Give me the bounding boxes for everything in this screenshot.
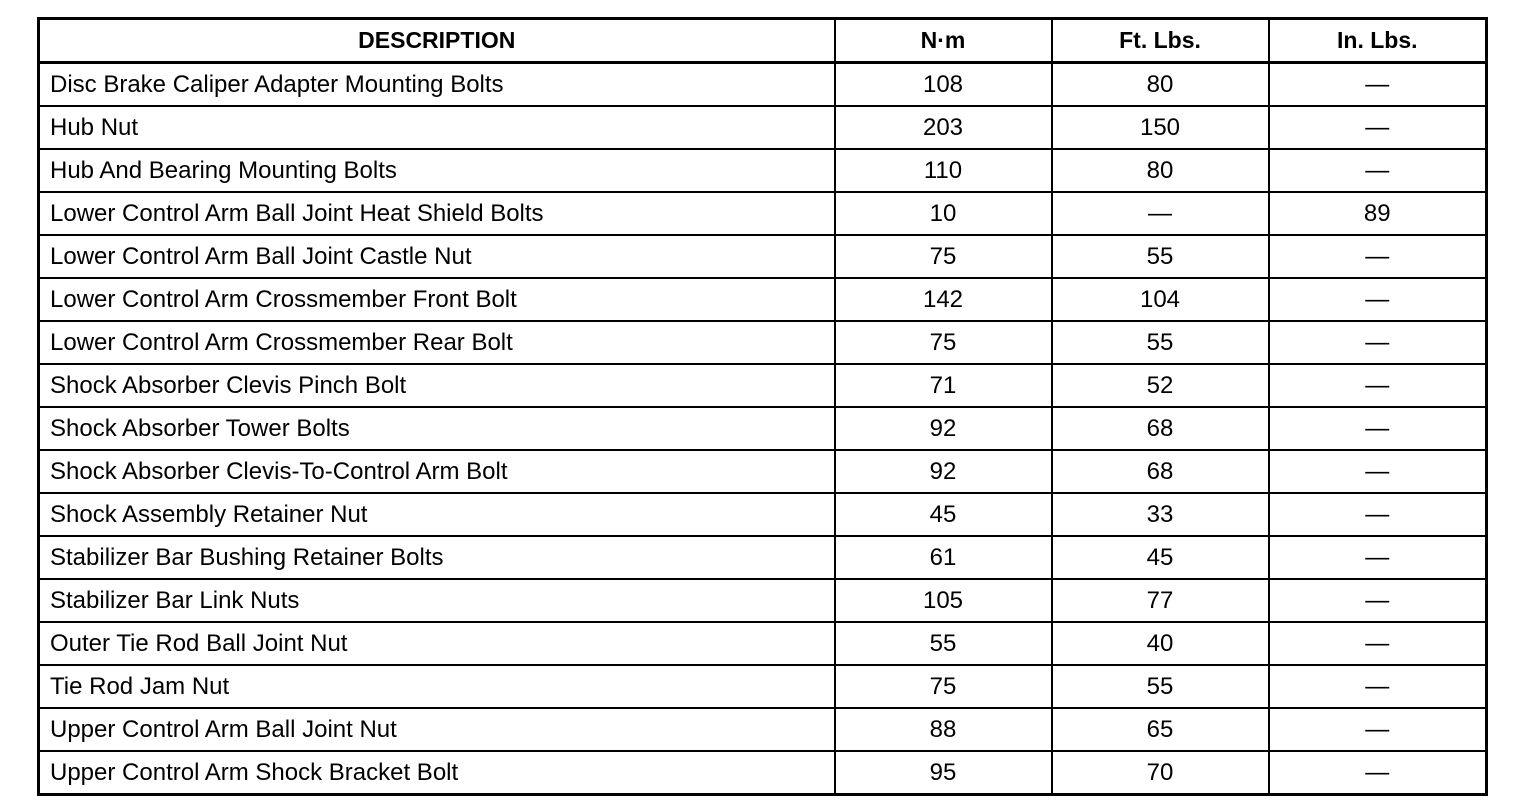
cell-ft-lbs: 65: [1050, 707, 1270, 752]
table-row: Lower Control Arm Ball Joint Heat Shield…: [37, 191, 1488, 236]
cell-description: Shock Assembly Retainer Nut: [37, 492, 836, 537]
table-row: Upper Control Arm Ball Joint Nut 88 65—: [37, 707, 1488, 752]
cell-nm: 75: [833, 320, 1053, 365]
header-row: DESCRIPTION N·m Ft. Lbs. In. Lbs.: [37, 17, 1488, 64]
cell-ft-lbs: 55: [1050, 664, 1270, 709]
table-row: Lower Control Arm Crossmember Front Bolt…: [37, 277, 1488, 322]
table-row: Stabilizer Bar Bushing Retainer Bolts 61 4…: [37, 535, 1488, 580]
cell-description: Shock Absorber Tower Bolts: [37, 406, 836, 451]
cell-ft-lbs: 33: [1050, 492, 1270, 537]
cell-nm: 142: [833, 277, 1053, 322]
table-row: Disc Brake Caliper Adapter Mounting Bolt…: [37, 61, 1488, 107]
cell-in-lbs: —: [1267, 750, 1488, 796]
table-row: Lower Control Arm Crossmember Rear Bolt 7…: [37, 320, 1488, 365]
cell-description: Stabilizer Bar Bushing Retainer Bolts: [37, 535, 836, 580]
cell-in-lbs: —: [1267, 320, 1488, 365]
cell-ft-lbs: 104: [1050, 277, 1270, 322]
cell-nm: 88: [833, 707, 1053, 752]
cell-nm: 10: [833, 191, 1053, 236]
cell-in-lbs: —: [1267, 61, 1488, 107]
header-ft-lbs: Ft. Lbs.: [1050, 17, 1270, 64]
header-nm: N·m: [833, 17, 1053, 64]
cell-in-lbs: —: [1267, 449, 1488, 494]
cell-ft-lbs: 77: [1050, 578, 1270, 623]
table-row: Shock Absorber Tower Bolts 92 68—: [37, 406, 1488, 451]
cell-description: Outer Tie Rod Ball Joint Nut: [37, 621, 836, 666]
header-description: DESCRIPTION: [37, 17, 836, 64]
table-row: Upper Control Arm Shock Bracket Bolt 95 70…: [37, 750, 1488, 796]
cell-in-lbs: —: [1267, 707, 1488, 752]
cell-nm: 108: [833, 61, 1053, 107]
cell-ft-lbs: —: [1050, 191, 1270, 236]
cell-in-lbs: 89: [1267, 191, 1488, 236]
cell-ft-lbs: 80: [1050, 148, 1270, 193]
cell-in-lbs: —: [1267, 148, 1488, 193]
table-row: Stabilizer Bar Link Nuts 105 77—: [37, 578, 1488, 623]
cell-in-lbs: —: [1267, 578, 1488, 623]
cell-in-lbs: —: [1267, 363, 1488, 408]
cell-ft-lbs: 70: [1050, 750, 1270, 796]
table-row: Shock Absorber Clevis-To-Control Arm Bol…: [37, 449, 1488, 494]
cell-description: Shock Absorber Clevis-To-Control Arm Bol…: [37, 449, 836, 494]
cell-ft-lbs: 45: [1050, 535, 1270, 580]
table-row: Lower Control Arm Ball Joint Castle Nut 7…: [37, 234, 1488, 279]
cell-description: Lower Control Arm Crossmember Front Bolt: [37, 277, 836, 322]
cell-ft-lbs: 55: [1050, 234, 1270, 279]
cell-description: Lower Control Arm Ball Joint Castle Nut: [37, 234, 836, 279]
cell-ft-lbs: 52: [1050, 363, 1270, 408]
cell-in-lbs: —: [1267, 277, 1488, 322]
cell-nm: 105: [833, 578, 1053, 623]
table-row: Hub And Bearing Mounting Bolts 110 80—: [37, 148, 1488, 193]
cell-in-lbs: —: [1267, 406, 1488, 451]
cell-in-lbs: —: [1267, 535, 1488, 580]
cell-nm: 203: [833, 105, 1053, 150]
cell-in-lbs: —: [1267, 621, 1488, 666]
cell-nm: 75: [833, 234, 1053, 279]
cell-ft-lbs: 150: [1050, 105, 1270, 150]
cell-ft-lbs: 80: [1050, 61, 1270, 107]
cell-ft-lbs: 68: [1050, 406, 1270, 451]
cell-nm: 75: [833, 664, 1053, 709]
table-row: Shock Assembly Retainer Nut 45 33—: [37, 492, 1488, 537]
cell-description: Upper Control Arm Ball Joint Nut: [37, 707, 836, 752]
cell-nm: 71: [833, 363, 1053, 408]
table-row: Tie Rod Jam Nut 75 55—: [37, 664, 1488, 709]
cell-ft-lbs: 68: [1050, 449, 1270, 494]
cell-in-lbs: —: [1267, 105, 1488, 150]
cell-in-lbs: —: [1267, 664, 1488, 709]
cell-nm: 110: [833, 148, 1053, 193]
cell-description: Upper Control Arm Shock Bracket Bolt: [37, 750, 836, 796]
cell-nm: 55: [833, 621, 1053, 666]
cell-description: Tie Rod Jam Nut: [37, 664, 836, 709]
cell-description: Hub And Bearing Mounting Bolts: [37, 148, 836, 193]
cell-nm: 92: [833, 449, 1053, 494]
torque-spec-table: DESCRIPTION N·m Ft. Lbs. In. Lbs. Disc B…: [37, 17, 1488, 796]
cell-description: Disc Brake Caliper Adapter Mounting Bolt…: [37, 61, 836, 107]
table-row: Outer Tie Rod Ball Joint Nut 55 40—: [37, 621, 1488, 666]
cell-description: Lower Control Arm Crossmember Rear Bolt: [37, 320, 836, 365]
cell-nm: 95: [833, 750, 1053, 796]
cell-description: Stabilizer Bar Link Nuts: [37, 578, 836, 623]
header-in-lbs: In. Lbs.: [1267, 17, 1488, 64]
cell-nm: 92: [833, 406, 1053, 451]
cell-description: Lower Control Arm Ball Joint Heat Shield…: [37, 191, 836, 236]
cell-nm: 45: [833, 492, 1053, 537]
cell-description: Shock Absorber Clevis Pinch Bolt: [37, 363, 836, 408]
cell-in-lbs: —: [1267, 234, 1488, 279]
table-row: Hub Nut 203 150—: [37, 105, 1488, 150]
cell-in-lbs: —: [1267, 492, 1488, 537]
cell-description: Hub Nut: [37, 105, 836, 150]
cell-ft-lbs: 55: [1050, 320, 1270, 365]
cell-ft-lbs: 40: [1050, 621, 1270, 666]
table-row: Shock Absorber Clevis Pinch Bolt 71 52—: [37, 363, 1488, 408]
cell-nm: 61: [833, 535, 1053, 580]
